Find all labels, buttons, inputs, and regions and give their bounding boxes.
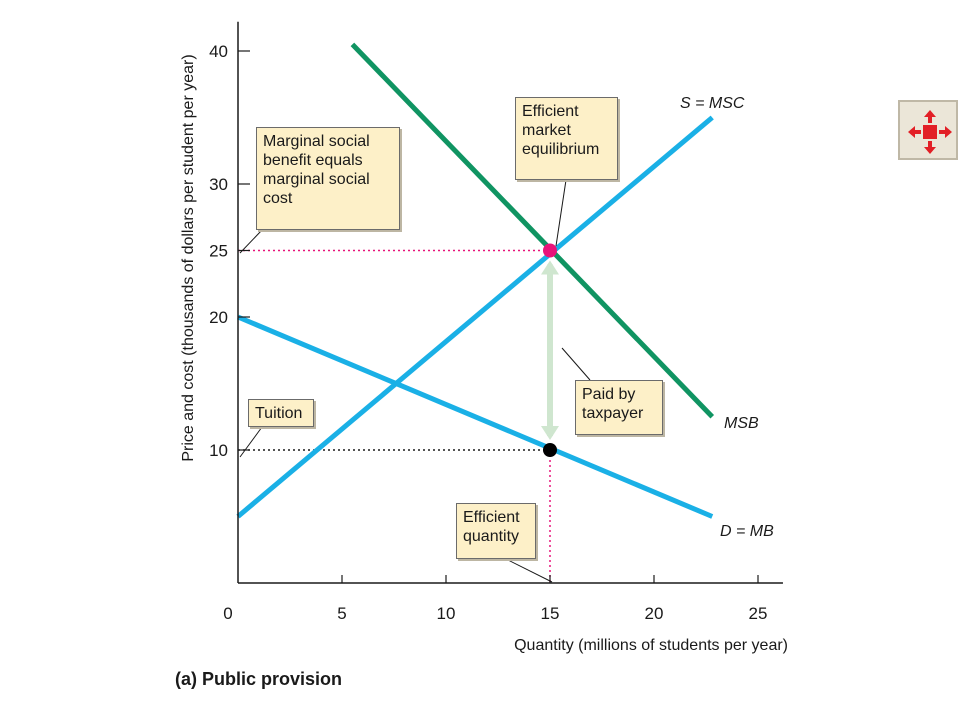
demand-line [237, 314, 714, 519]
x-tick-label: 25 [749, 604, 768, 623]
demand-point [543, 443, 557, 457]
x-tick-label: 10 [437, 604, 456, 623]
taxpayer-arrow-head-up [541, 260, 559, 275]
leader-efficient-equilibrium [555, 179, 567, 247]
expand-arrows-icon [908, 110, 952, 154]
x-tick-label: 5 [337, 604, 346, 623]
y-axis-title: Price and cost (thousands of dollars per… [180, 54, 197, 461]
callout-efficient-equilibrium: Efficient market equilibrium [515, 97, 618, 180]
leader-efficient-quantity [505, 558, 553, 583]
y-tick-label: 10 [209, 441, 228, 460]
msb-label: MSB [724, 415, 759, 432]
callout-msb-eq-msc: Marginal social benefit equals marginal … [256, 127, 400, 230]
panel-title: (a) Public provision [175, 669, 342, 689]
callout-paid-by-taxpayer: Paid by taxpayer [575, 380, 663, 435]
callout-tuition: Tuition [248, 399, 314, 427]
expand-nav-button[interactable] [898, 100, 958, 160]
callout-efficient-quantity: Efficient quantity [456, 503, 536, 559]
leader-tuition [239, 426, 263, 458]
x-tick-label: 15 [541, 604, 560, 623]
taxpayer-arrow-head-down [541, 426, 559, 440]
leader-msb-eq-msc [239, 229, 263, 254]
leader-paid-by-taxpayer [561, 347, 591, 381]
equilibrium-point [543, 243, 557, 258]
supply-line [236, 115, 714, 519]
y-tick-label: 30 [209, 175, 228, 194]
y-tick-label: 40 [209, 42, 228, 61]
msb-line [350, 42, 715, 419]
supply-label: S = MSC [680, 95, 745, 112]
x-tick-label: 0 [223, 604, 232, 623]
x-axis-title: Quantity (millions of students per year) [514, 637, 788, 654]
y-tick-label: 25 [209, 242, 228, 261]
x-tick-label: 20 [645, 604, 664, 623]
y-tick-label: 20 [209, 308, 228, 327]
demand-label: D = MB [720, 523, 774, 540]
